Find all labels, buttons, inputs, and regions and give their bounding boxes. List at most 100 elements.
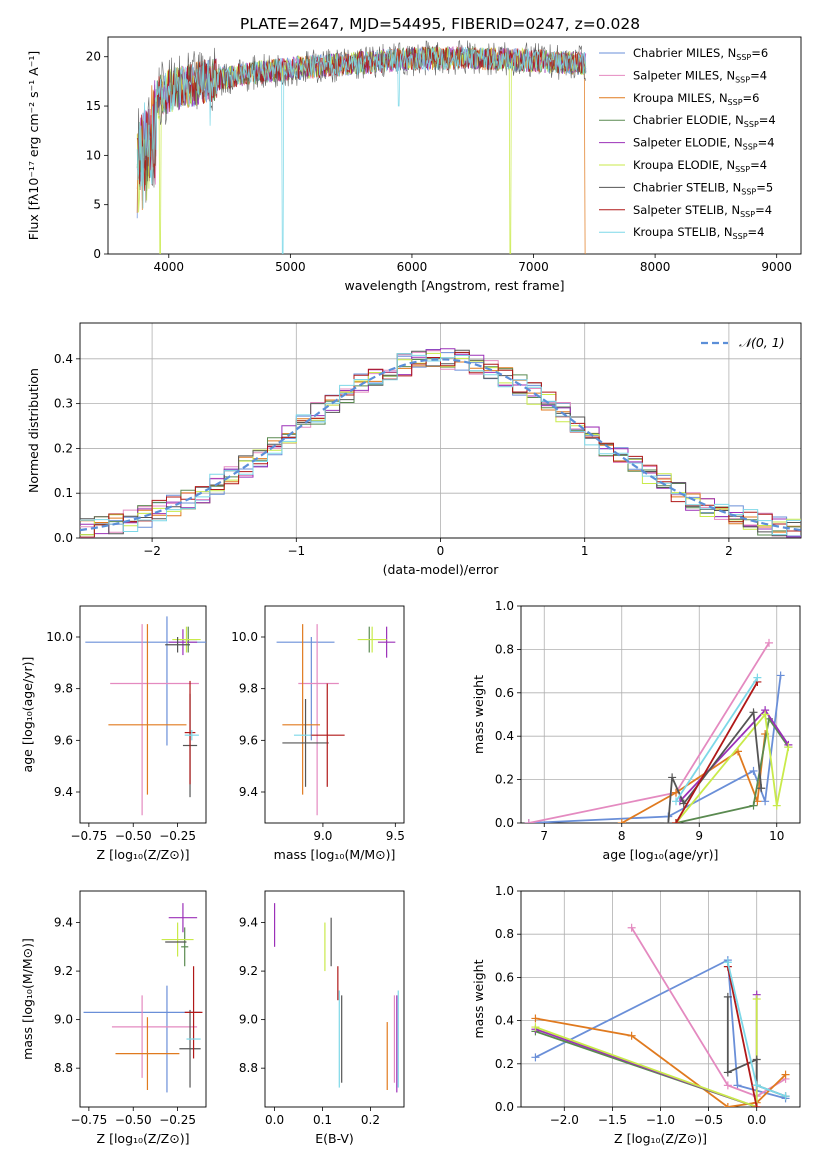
x-tick-label: 9000 <box>761 260 792 274</box>
y-tick-label: 0.3 <box>54 397 73 411</box>
mass-weight-vs-Z-panel: −2.0 −1.5 −1.0 −0.5 0.0 0.0 0.2 0.4 0.6 0.8 1.0 Z [… <box>471 884 801 1146</box>
x-tick-label: −1.5 <box>598 1113 627 1127</box>
legend-label-text: Kroupa MILES, N <box>633 91 728 105</box>
legend-label-sub: SSP <box>736 53 751 62</box>
y-tick-label: 0.8 <box>495 927 514 941</box>
weight-marker <box>781 1092 790 1101</box>
x-tick-label: 9.5 <box>386 829 405 843</box>
legend-label-text: Kroupa ELODIE, N <box>633 158 735 172</box>
legend-label-text: Salpeter STELIB, N <box>633 203 740 217</box>
x-tick-label: −0.25 <box>159 1113 196 1127</box>
weight-marker <box>531 1014 540 1023</box>
legend-label-sub: SSP <box>744 120 759 129</box>
spectrum-panel: 4000 5000 6000 7000 8000 9000 0 5 10 15 20 waveleng… <box>26 36 802 293</box>
weight-marker <box>531 1053 540 1062</box>
weight-line-kroupa-elodie <box>675 712 790 823</box>
y-tick-label: 0.0 <box>495 816 514 830</box>
weight-lines <box>531 923 790 1107</box>
legend-label-text: Chabrier MILES, N <box>633 46 736 60</box>
mass-weight-vs-age-panel: 7 8 9 10 0.0 0.2 0.4 0.6 0.8 1.0 age [log₁₀(age/yr… <box>471 599 801 862</box>
y-tick-label: 9.8 <box>54 682 73 696</box>
y-tick-label: 5 <box>93 198 101 212</box>
legend-label: 𝒩(0, 1) <box>739 335 785 350</box>
y-tick-label: 0.0 <box>495 1100 514 1114</box>
legend-label-sub: SSP <box>728 98 743 107</box>
y-tick-label: 9.6 <box>239 733 258 747</box>
legend-label-tail: =4 <box>755 203 772 217</box>
y-tick-label: 9.4 <box>239 916 258 930</box>
weight-line-chabrier-miles <box>528 675 782 823</box>
legend-label-sub: SSP <box>735 75 750 84</box>
legend-label-sub: SSP <box>740 210 755 219</box>
x-tick-label: −0.75 <box>70 1113 107 1127</box>
y-tick-label: 10.0 <box>46 630 73 644</box>
legend-label: Chabrier ELODIE, NSSP=4 <box>633 113 776 129</box>
legend-label-text: Chabrier STELIB, N <box>633 180 741 194</box>
x-tick-label: 5000 <box>275 260 306 274</box>
y-tick-label: 8.8 <box>239 1061 258 1075</box>
y-tick-label: 0.2 <box>495 1057 514 1071</box>
y-axis-label: mass weight <box>471 675 486 754</box>
y-tick-label: 1.0 <box>495 599 514 613</box>
x-tick-label: 9 <box>695 829 703 843</box>
weight-line-kroupa-stelib <box>675 677 759 802</box>
legend-label: Salpeter MILES, NSSP=4 <box>633 68 767 84</box>
y-tick-label: 9.0 <box>239 1013 258 1027</box>
x-tick-label: −0.50 <box>115 829 152 843</box>
weight-marker <box>753 673 762 682</box>
y-axis-label: age [log₁₀(age/yr)] <box>20 657 35 773</box>
weight-marker <box>723 958 732 967</box>
legend-label-text: Salpeter MILES, N <box>633 68 735 82</box>
legend-label-tail: =5 <box>756 180 773 194</box>
weight-marker <box>784 743 793 752</box>
y-tick-label: 0.2 <box>54 441 73 455</box>
legend-label-tail: =4 <box>750 68 767 82</box>
weight-line-salpeter-elodie <box>535 994 758 1107</box>
x-tick-label: 0.2 <box>361 1113 380 1127</box>
residuals-panel: −2 −1 0 1 2 0.0 0.1 0.2 0.3 0.4 (data-model)/error… <box>26 322 802 577</box>
age-vs-Z-panel: −0.75 −0.50 −0.25 9.4 9.6 9.8 10.0 Z [log₁₀(Z/Z… <box>20 605 207 862</box>
x-tick-label: 0.0 <box>747 1113 766 1127</box>
y-tick-label: 9.4 <box>239 785 258 799</box>
weight-marker <box>749 766 758 775</box>
x-tick-label: 8000 <box>640 260 671 274</box>
weight-line-kroupa-miles <box>535 1017 787 1107</box>
legend-label-text: Kroupa STELIB, N <box>633 225 733 239</box>
x-axis-label: Z [log₁₀(Z/Z⊙)] <box>614 1131 707 1146</box>
figure-title: PLATE=2647, MJD=54495, FIBERID=0247, z=0… <box>240 15 640 33</box>
y-tick-label: 0.1 <box>54 486 73 500</box>
y-tick-label: 9.4 <box>54 916 73 930</box>
legend-label-text: Salpeter ELODIE, N <box>633 136 743 150</box>
weight-marker <box>672 797 680 806</box>
legend-label: Chabrier MILES, NSSP=6 <box>633 46 768 62</box>
y-tick-label: 9.4 <box>54 785 73 799</box>
x-axis-label: mass [log₁₀(M/M⊙)] <box>274 847 396 862</box>
legend-label-tail: =4 <box>750 158 767 172</box>
weight-marker <box>723 1068 732 1077</box>
legend-label: Salpeter ELODIE, NSSP=4 <box>633 136 775 152</box>
age-vs-mass-panel: 9.0 9.5 9.4 9.6 9.8 10.0 mass [log₁₀(M/M⊙)] <box>231 605 405 862</box>
plot-frame <box>107 36 802 255</box>
errorbars <box>83 903 203 1093</box>
x-tick-label: −0.25 <box>159 829 196 843</box>
weight-marker <box>723 1081 732 1090</box>
x-axis-label: age [log₁₀(age/yr)] <box>603 847 719 862</box>
x-tick-label: −0.75 <box>70 829 107 843</box>
legend-label: Kroupa MILES, NSSP=6 <box>633 91 759 107</box>
weight-marker <box>772 801 781 810</box>
errorbars <box>276 624 396 816</box>
legend-label: Kroupa ELODIE, NSSP=4 <box>633 158 767 174</box>
weight-line-kroupa-miles <box>621 733 766 823</box>
x-tick-label: −2 <box>143 544 161 558</box>
weight-marker <box>761 710 770 719</box>
legend-label-sub: SSP <box>735 165 750 174</box>
mass-vs-EBV-panel: 0.0 0.1 0.2 8.8 9.0 9.2 9.4 E(B-V) <box>239 890 405 1146</box>
weight-marker <box>749 708 758 717</box>
plot-frame <box>264 890 405 1108</box>
x-tick-label: 9.0 <box>313 829 332 843</box>
y-tick-label: 0.4 <box>495 729 514 743</box>
weight-marker <box>723 1103 732 1107</box>
x-tick-label: 0.1 <box>313 1113 332 1127</box>
x-axis-label: E(B-V) <box>315 1131 354 1146</box>
